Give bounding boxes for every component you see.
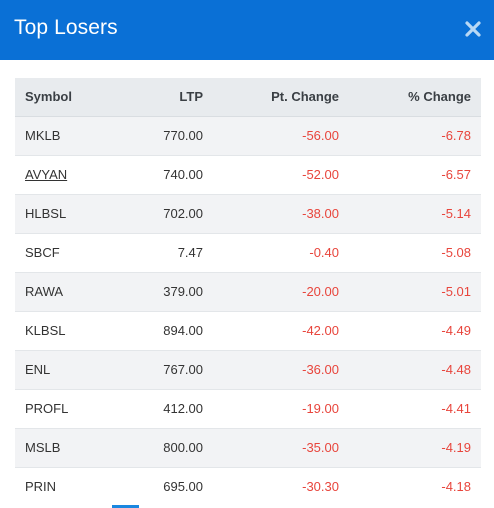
table-row[interactable]: AVYAN 740.00 -52.00 -6.57: [15, 154, 481, 194]
symbol-cell[interactable]: PROFL: [15, 388, 113, 428]
ltp-cell: 800.00: [113, 427, 205, 467]
column-header-pct-change[interactable]: % Change: [341, 78, 481, 117]
pt-change-cell: -30.30: [205, 466, 341, 506]
ltp-cell: 894.00: [113, 310, 205, 350]
scroll-indicator[interactable]: [112, 505, 139, 508]
table-row[interactable]: MKLB 770.00 -56.00 -6.78: [15, 115, 481, 155]
table-row[interactable]: PRIN 695.00 -30.30 -4.18: [15, 466, 481, 506]
symbol-cell[interactable]: AVYAN: [15, 154, 113, 194]
ltp-cell: 695.00: [113, 466, 205, 506]
symbol-cell[interactable]: HLBSL: [15, 193, 113, 233]
table-row[interactable]: HLBSL 702.00 -38.00 -5.14: [15, 193, 481, 233]
table-row[interactable]: SBCF 7.47 -0.40 -5.08: [15, 232, 481, 272]
table-row[interactable]: ENL 767.00 -36.00 -4.48: [15, 349, 481, 389]
pct-change-cell: -6.57: [341, 154, 481, 194]
symbol-cell[interactable]: MKLB: [15, 115, 113, 155]
column-header-pt-change[interactable]: Pt. Change: [205, 78, 341, 117]
modal-title: Top Losers: [14, 16, 118, 39]
symbol-cell[interactable]: RAWA: [15, 271, 113, 311]
pct-change-cell: -5.08: [341, 232, 481, 272]
ltp-cell: 379.00: [113, 271, 205, 311]
pct-change-cell: -4.49: [341, 310, 481, 350]
pt-change-cell: -20.00: [205, 271, 341, 311]
pct-change-cell: -6.78: [341, 115, 481, 155]
pt-change-cell: -52.00: [205, 154, 341, 194]
symbol-link[interactable]: AVYAN: [25, 167, 68, 182]
close-icon: [465, 21, 481, 37]
table-row[interactable]: RAWA 379.00 -20.00 -5.01: [15, 271, 481, 311]
pt-change-cell: -19.00: [205, 388, 341, 428]
pt-change-cell: -36.00: [205, 349, 341, 389]
pt-change-cell: -0.40: [205, 232, 341, 272]
pt-change-cell: -42.00: [205, 310, 341, 350]
pct-change-cell: -5.01: [341, 271, 481, 311]
symbol-cell[interactable]: PRIN: [15, 466, 113, 506]
pct-change-cell: -4.41: [341, 388, 481, 428]
table-row[interactable]: MSLB 800.00 -35.00 -4.19: [15, 427, 481, 467]
table-header-row: Symbol LTP Pt. Change % Change: [15, 78, 481, 117]
symbol-cell[interactable]: KLBSL: [15, 310, 113, 350]
pct-change-cell: -4.48: [341, 349, 481, 389]
column-header-ltp[interactable]: LTP: [113, 78, 205, 117]
symbol-cell[interactable]: SBCF: [15, 232, 113, 272]
ltp-cell: 412.00: [113, 388, 205, 428]
pct-change-cell: -5.14: [341, 193, 481, 233]
pt-change-cell: -38.00: [205, 193, 341, 233]
ltp-cell: 7.47: [113, 232, 205, 272]
symbol-cell[interactable]: MSLB: [15, 427, 113, 467]
ltp-cell: 767.00: [113, 349, 205, 389]
pct-change-cell: -4.18: [341, 466, 481, 506]
column-header-symbol[interactable]: Symbol: [15, 78, 113, 117]
ltp-cell: 740.00: [113, 154, 205, 194]
top-losers-table: Symbol LTP Pt. Change % Change MKLB 770.…: [15, 78, 481, 506]
pt-change-cell: -35.00: [205, 427, 341, 467]
ltp-cell: 702.00: [113, 193, 205, 233]
modal-header: Top Losers: [0, 0, 494, 60]
ltp-cell: 770.00: [113, 115, 205, 155]
pt-change-cell: -56.00: [205, 115, 341, 155]
pct-change-cell: -4.19: [341, 427, 481, 467]
close-button[interactable]: [462, 18, 484, 40]
symbol-cell[interactable]: ENL: [15, 349, 113, 389]
table-row[interactable]: KLBSL 894.00 -42.00 -4.49: [15, 310, 481, 350]
table-row[interactable]: PROFL 412.00 -19.00 -4.41: [15, 388, 481, 428]
